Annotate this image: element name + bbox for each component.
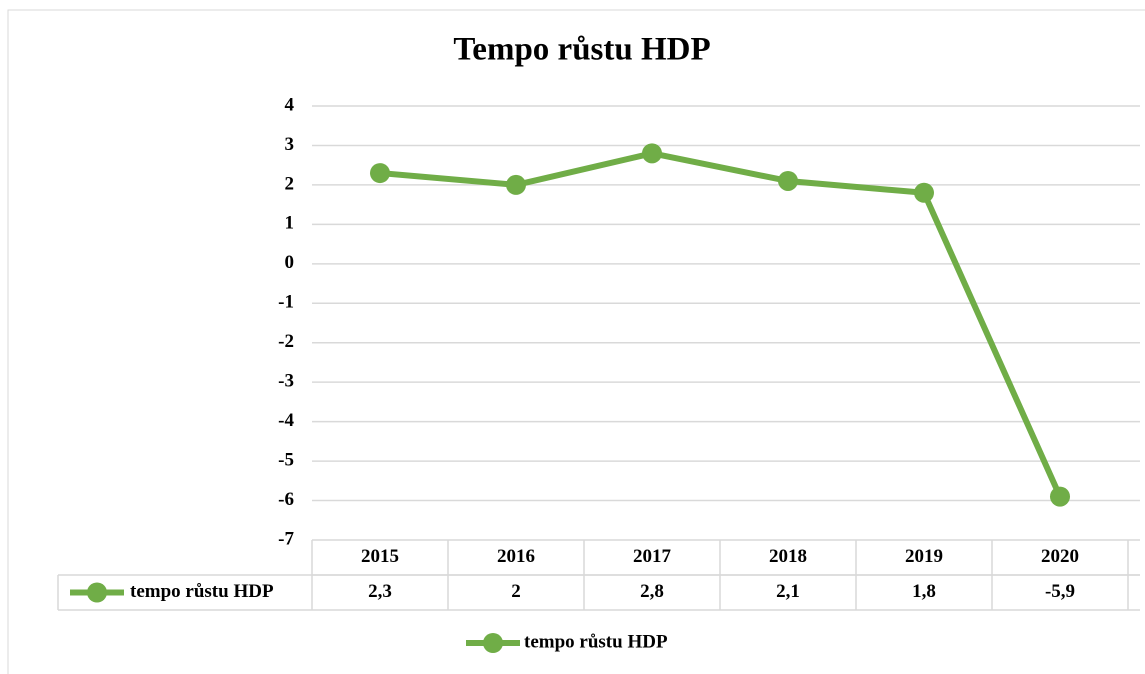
- data-point: [778, 170, 798, 191]
- data-point: [1050, 486, 1070, 507]
- data-label: -5,9: [1045, 581, 1075, 602]
- legend-label: tempo růstu HDP: [524, 631, 668, 652]
- series-line: [379, 150, 1063, 498]
- y-tick-label: 2: [285, 173, 295, 194]
- table-series-name: tempo růstu HDP: [130, 581, 274, 602]
- y-tick-label: -2: [278, 331, 294, 352]
- y-tick-label: -7: [278, 528, 294, 549]
- data-point: [642, 143, 662, 164]
- y-tick-label: 0: [285, 252, 295, 273]
- y-tick-label: -6: [278, 489, 294, 510]
- x-tick-label: 2016: [497, 546, 535, 567]
- x-tick-label: 2020: [1041, 546, 1079, 567]
- y-tick-label: 4: [285, 94, 295, 115]
- x-tick-label: 2015: [361, 546, 399, 567]
- y-tick-label: -4: [278, 410, 294, 431]
- y-tick-label: -5: [278, 449, 294, 470]
- data-label: 2,1: [776, 581, 800, 602]
- x-tick-label: 2018: [769, 546, 807, 567]
- data-point: [914, 182, 934, 203]
- y-tick-label: -1: [278, 292, 294, 313]
- y-tick-label: -3: [278, 371, 294, 392]
- legend-marker: [87, 582, 107, 603]
- x-tick-label: 2019: [905, 546, 943, 567]
- y-tick-label: 3: [285, 134, 295, 155]
- data-label: 1,8: [912, 581, 936, 602]
- data-label: 2,8: [640, 581, 664, 602]
- chart-title: Tempo růstu HDP: [453, 32, 710, 68]
- legend-marker: [483, 633, 503, 653]
- data-label: 2,3: [368, 581, 392, 602]
- data-label: 2: [511, 581, 521, 602]
- y-tick-label: 1: [285, 213, 295, 234]
- x-tick-label: 2017: [633, 546, 672, 567]
- data-point: [506, 174, 526, 195]
- data-point: [370, 163, 390, 184]
